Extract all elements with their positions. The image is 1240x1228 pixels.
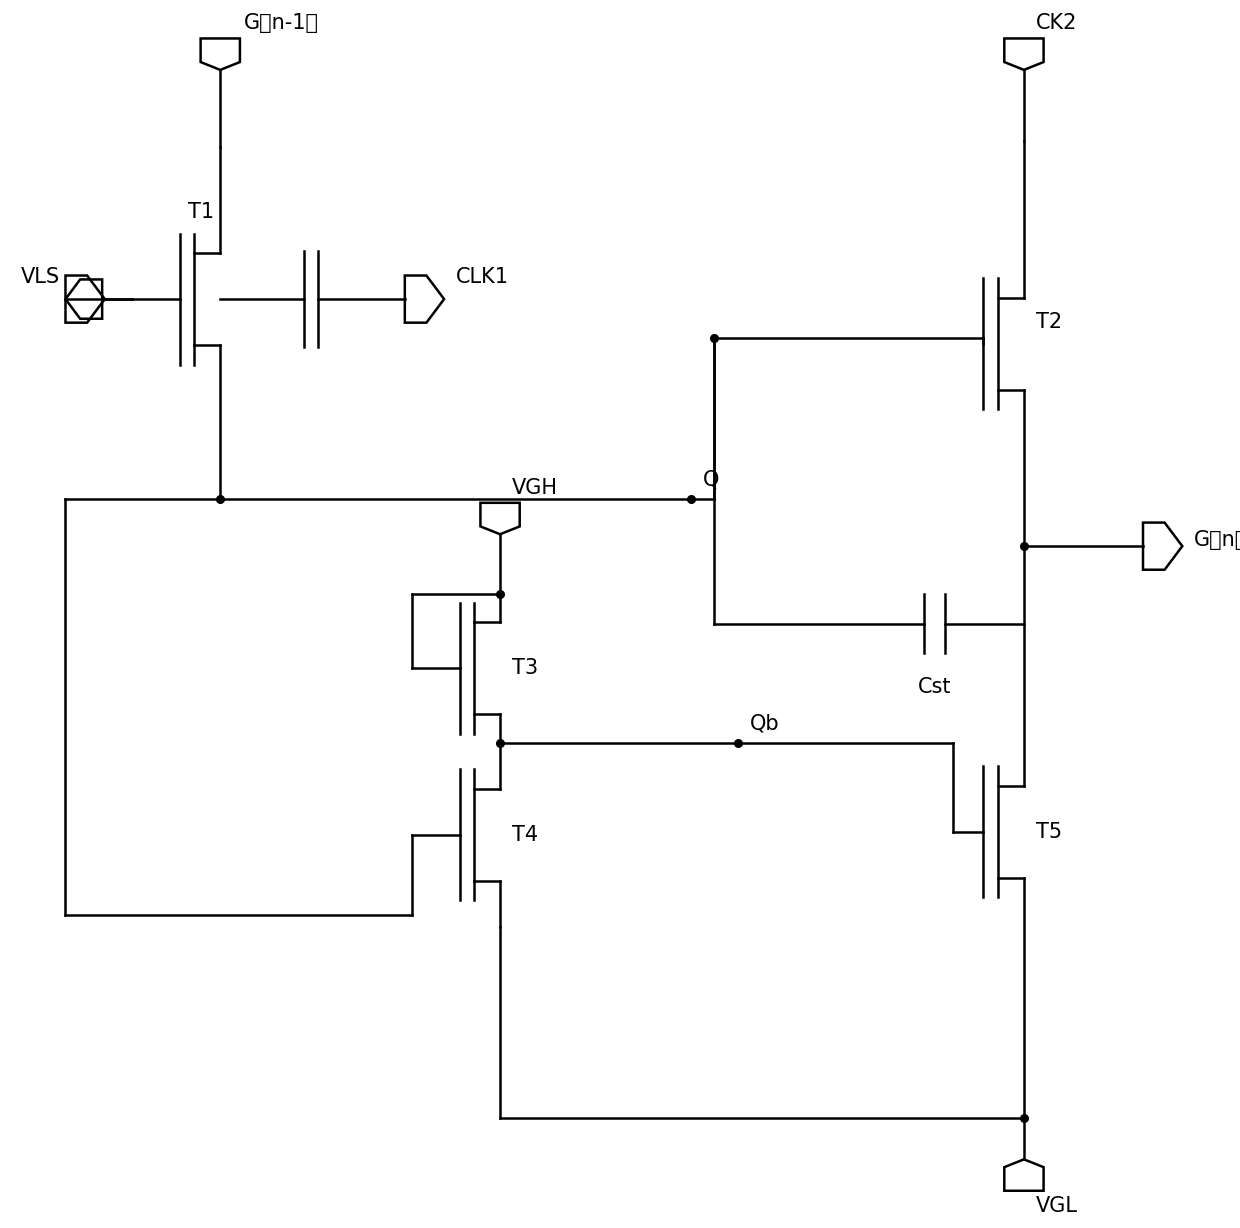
Text: G（n）: G（n） bbox=[1194, 530, 1240, 550]
Text: T1: T1 bbox=[188, 201, 215, 222]
Text: T4: T4 bbox=[512, 825, 538, 845]
Text: G（n-1）: G（n-1） bbox=[244, 14, 319, 33]
Text: T2: T2 bbox=[1035, 312, 1061, 332]
Text: T5: T5 bbox=[1035, 822, 1061, 842]
Text: Q: Q bbox=[703, 469, 719, 489]
Text: T3: T3 bbox=[512, 658, 538, 678]
Text: Qb: Qb bbox=[750, 713, 780, 733]
Text: Cst: Cst bbox=[918, 677, 951, 698]
Text: CK2: CK2 bbox=[1035, 14, 1078, 33]
Text: VGH: VGH bbox=[512, 478, 558, 497]
Text: CLK1: CLK1 bbox=[456, 268, 508, 287]
Text: VGL: VGL bbox=[1035, 1196, 1078, 1216]
Text: VLS: VLS bbox=[20, 268, 60, 287]
